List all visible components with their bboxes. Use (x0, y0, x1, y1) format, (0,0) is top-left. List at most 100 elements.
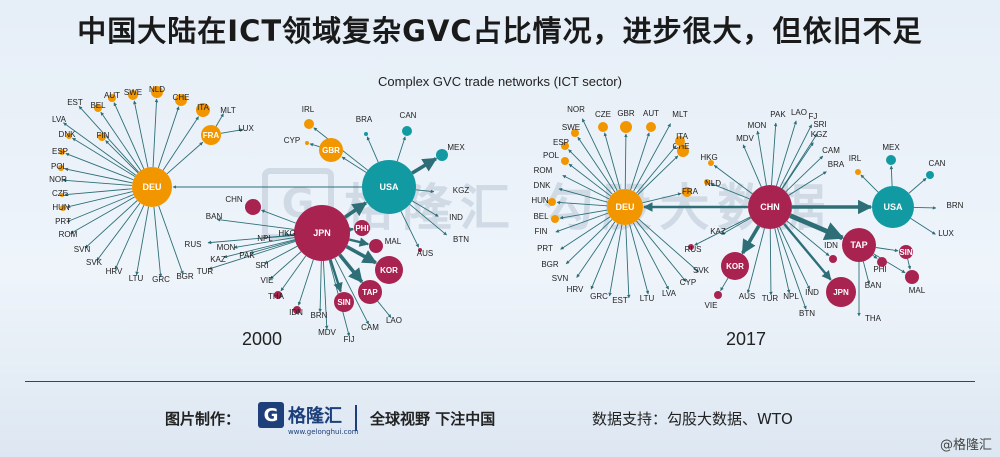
edge-2000-deu-rom (70, 196, 135, 234)
edge-2000-jpn-sin (329, 259, 343, 293)
node-label-2017-tur: TUR (762, 294, 779, 303)
edge-2017-chn-cam (785, 155, 824, 193)
node-label-2017-ltu: LTU (640, 294, 655, 303)
edge-2017-chn-btn (776, 227, 807, 310)
node-label-2000-esp: ESP (52, 147, 68, 156)
node-label-2000-brn: BRN (311, 311, 328, 320)
node-label-2000-sin: SIN (337, 298, 351, 307)
node-2000-tap (358, 280, 382, 304)
node-label-2000-vie: VIE (261, 276, 274, 285)
node-label-2000-bel: BEL (90, 101, 106, 110)
edge-2000-fra-mlt (215, 113, 224, 127)
data-source: 数据支持：勾股大数据、WTO (592, 410, 793, 428)
node-label-2000-usa: USA (379, 182, 399, 192)
node-label-2017-tap: TAP (850, 240, 867, 250)
edge-2000-deu-svn (84, 200, 138, 249)
edge-2000-deu-svk (96, 202, 141, 261)
node-2017-sin (899, 245, 913, 259)
node-2000-swe (128, 90, 138, 100)
node-label-2000-rom: ROM (59, 230, 78, 239)
edge-2000-deu-nld (152, 98, 159, 168)
node-label-2000-jpn: JPN (313, 228, 331, 238)
edge-2017-deu-est (625, 224, 631, 299)
node-2000-fin (98, 133, 106, 141)
edge-2000-deu-ltu (135, 206, 149, 276)
figure-subtitle: Complex GVC trade networks (ICT sector) (378, 74, 622, 89)
edge-2017-chn-fj (779, 124, 813, 188)
node-label-2000-fij: FIJ (343, 335, 354, 344)
node-label-2017-cam: CAM (822, 146, 840, 155)
node-label-2000-kaz: KAZ (210, 255, 226, 264)
node-label-2017-rom: ROM (534, 166, 553, 175)
node-label-2017-hkg: HKG (700, 153, 717, 162)
node-label-2000-est: EST (67, 98, 83, 107)
node-2000-nld (151, 86, 163, 98)
node-label-2017-kor: KOR (726, 262, 744, 271)
footer-slogan: 全球视野 下注中国 (370, 410, 496, 428)
node-2017-idn (829, 255, 837, 263)
node-2000-cyp (305, 141, 309, 145)
node-label-2000-svn: SVN (74, 245, 91, 254)
node-label-2000-ban: BAN (206, 212, 223, 221)
node-label-2000-phi: PHI (355, 224, 368, 233)
node-label-2017-grc: GRC (590, 292, 608, 301)
node-label-2000-prt: PRT (55, 217, 71, 226)
edge-2017-chn-kaz (721, 217, 752, 235)
node-2017-bel (551, 215, 559, 223)
node-label-2017-hrv: HRV (567, 285, 584, 294)
footer-separator (355, 405, 357, 431)
edge-2017-deu-lva (633, 222, 669, 290)
node-label-2000-npl: NPL (257, 234, 273, 243)
node-label-2017-che: CHE (673, 142, 690, 151)
node-label-2017-brn: BRN (947, 201, 964, 210)
node-2017-chn (748, 185, 792, 229)
edge-2017-deu-pol (568, 163, 611, 197)
node-2000-tha (274, 291, 282, 299)
node-2017-kor (721, 252, 749, 280)
edge-2000-usa-gbr (341, 156, 367, 173)
edge-2017-tap-phi (872, 254, 878, 259)
node-2017-aut (646, 122, 656, 132)
edge-2000-jpn-kor (345, 244, 378, 265)
node-label-2017-vie: VIE (705, 301, 718, 310)
gelonghui-logo-text: 格隆汇 (288, 406, 342, 427)
node-label-2017-ind: IND (805, 288, 819, 297)
footer-divider (25, 381, 975, 382)
edge-2017-deu-ita (636, 145, 677, 194)
edge-2017-chn-idn (786, 220, 830, 257)
node-2000-sin (334, 292, 354, 312)
node-label-2017-cyp: CYP (680, 278, 696, 287)
node-label-2017-pol: POL (543, 151, 560, 160)
node-label-2000-pak: PAK (239, 251, 255, 260)
node-label-2017-aus: AUS (739, 292, 755, 301)
edge-2000-jpn-usa (344, 201, 368, 219)
node-2017-vie (714, 291, 722, 299)
node-label-2000-kor: KOR (380, 266, 398, 275)
edge-2017-chn-jpn (783, 223, 832, 281)
edge-2017-deu-hun (556, 200, 608, 207)
node-2000-chn (245, 199, 261, 215)
edge-2017-tap-sin (875, 247, 899, 253)
node-2017-ita (675, 136, 685, 146)
edge-2000-jpn-vie (269, 251, 302, 280)
node-label-2017-fj: FJ (809, 112, 818, 121)
edge-2017-deu-ltu (629, 224, 650, 295)
node-label-2000-irl: IRL (302, 105, 315, 114)
node-label-2017-svn: SVN (552, 274, 569, 283)
edge-2000-jpn-mon (233, 237, 295, 249)
node-2000-kor (375, 256, 403, 284)
edge-2017-usa-can (908, 177, 927, 194)
node-label-2000-bgr: BGR (176, 272, 194, 281)
edge-2000-usa-can (396, 136, 406, 162)
edge-2000-deu-lva (63, 122, 137, 176)
edge-2000-deu-esp (65, 152, 134, 181)
node-2000-fra (201, 125, 221, 145)
node-label-2000-tap: TAP (362, 288, 378, 297)
edge-2017-deu-gbr (624, 133, 628, 190)
edge-2000-deu-bel (100, 111, 142, 171)
node-label-2000-svk: SVK (86, 258, 103, 267)
node-2000-ita (196, 103, 210, 117)
edge-2000-deu-ita (162, 116, 199, 171)
edge-2000-deu-aut (113, 102, 145, 169)
node-2000-aut (108, 94, 116, 102)
